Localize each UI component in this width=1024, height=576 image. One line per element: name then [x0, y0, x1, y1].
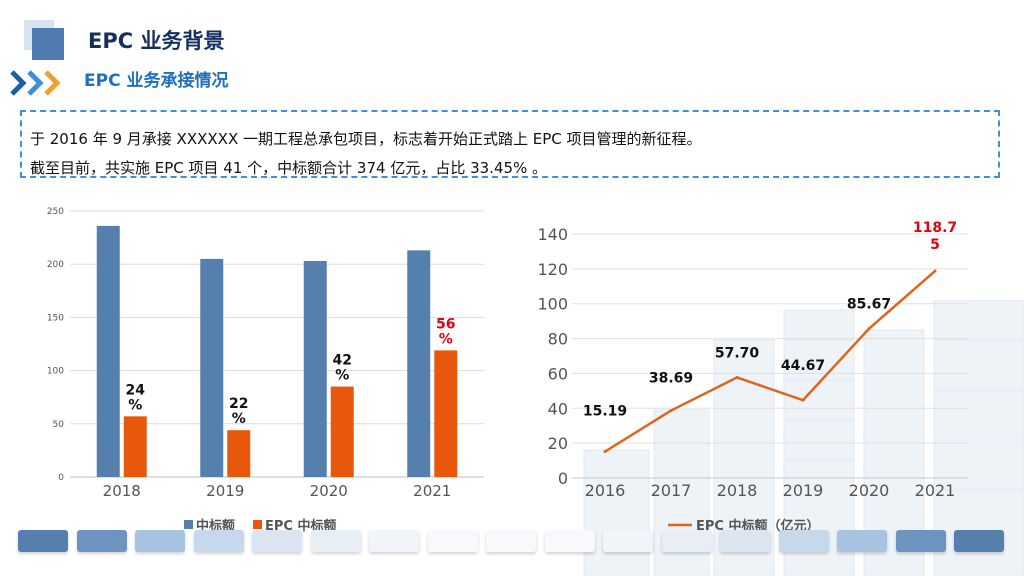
bar-total	[96, 225, 120, 477]
y-tick-label: 80	[548, 330, 568, 349]
footer-block	[310, 530, 361, 552]
footer-block	[18, 530, 68, 552]
line-data-label: 85.67	[847, 297, 891, 313]
footer-block	[76, 530, 127, 552]
line-point	[669, 409, 673, 413]
footer-block	[193, 530, 244, 552]
bar-epc	[227, 430, 251, 477]
line-point	[603, 450, 607, 454]
footer-block	[837, 530, 887, 552]
bar-total	[200, 258, 224, 477]
x-category-label: 2016	[585, 481, 626, 500]
y-tick-label: 20	[548, 434, 568, 453]
bar-data-label: 24%	[126, 382, 146, 413]
y-tick-label: 150	[47, 313, 64, 323]
x-category-label: 2020	[310, 482, 348, 500]
info-line-1: 于 2016 年 9 月承接 XXXXXX 一期工程总承包项目，标志着开始正式踏…	[30, 130, 702, 148]
y-tick-label: 120	[537, 260, 568, 279]
line-point	[933, 269, 937, 273]
legend-swatch	[184, 520, 193, 529]
line-point	[867, 327, 871, 331]
y-tick-label: 60	[548, 364, 568, 383]
logo-square-dark	[32, 28, 64, 60]
line-point	[801, 398, 805, 402]
footer-block	[369, 530, 419, 552]
bar-data-label: 56%	[436, 316, 455, 347]
line-data-label: 38.69	[649, 371, 693, 387]
x-category-label: 2019	[206, 482, 244, 500]
x-category-label: 2017	[651, 481, 692, 500]
footer-block	[486, 530, 536, 552]
line-point	[735, 375, 739, 379]
footer-decoration-strip	[18, 530, 1008, 554]
bar-total	[303, 261, 327, 477]
bar-data-label: 42%	[333, 353, 352, 384]
section-title: EPC 业务承接情况	[84, 71, 229, 91]
line-data-label: 57.70	[715, 345, 760, 361]
y-tick-label: 140	[537, 225, 568, 244]
line-data-label: 44.67	[781, 358, 825, 374]
footer-block	[778, 530, 829, 552]
y-tick-label: 100	[47, 367, 64, 377]
x-category-label: 2018	[103, 482, 141, 500]
y-tick-label: 200	[47, 260, 64, 270]
y-tick-label: 250	[47, 207, 64, 217]
y-tick-label: 100	[537, 295, 568, 314]
x-category-label: 2021	[915, 481, 956, 500]
bar-data-label: 22%	[229, 396, 248, 427]
footer-block	[661, 530, 712, 552]
x-category-label: 2018	[717, 481, 758, 500]
footer-block	[603, 530, 653, 552]
footer-block	[427, 530, 478, 552]
series-line	[604, 270, 936, 453]
bar-total	[407, 250, 431, 477]
line-data-label: 118.7 5	[913, 220, 957, 253]
x-category-label: 2020	[849, 481, 890, 500]
footer-block	[135, 530, 185, 552]
bar-epc	[330, 386, 354, 477]
footer-block	[252, 530, 302, 552]
page-title: EPC 业务背景	[88, 29, 225, 53]
y-tick-label: 50	[53, 420, 65, 430]
legend-swatch	[253, 520, 262, 529]
footer-block	[544, 530, 595, 552]
footer-block	[720, 530, 770, 552]
y-tick-label: 0	[558, 469, 568, 488]
info-line-2: 截至目前，共实施 EPC 项目 41 个，中标额合计 374 亿元，占比 33.…	[30, 159, 548, 177]
bar-epc	[123, 416, 147, 477]
info-box: 于 2016 年 9 月承接 XXXXXX 一期工程总承包项目，标志着开始正式踏…	[20, 110, 1000, 178]
bar-epc	[434, 350, 458, 477]
x-category-label: 2021	[413, 482, 451, 500]
line-data-label: 15.19	[583, 404, 627, 420]
footer-block	[895, 530, 946, 552]
x-category-label: 2019	[783, 481, 824, 500]
y-tick-label: 40	[548, 399, 568, 418]
y-tick-label: 0	[58, 473, 64, 483]
footer-block	[954, 530, 1004, 552]
chevron-arrows-icon	[10, 70, 61, 96]
